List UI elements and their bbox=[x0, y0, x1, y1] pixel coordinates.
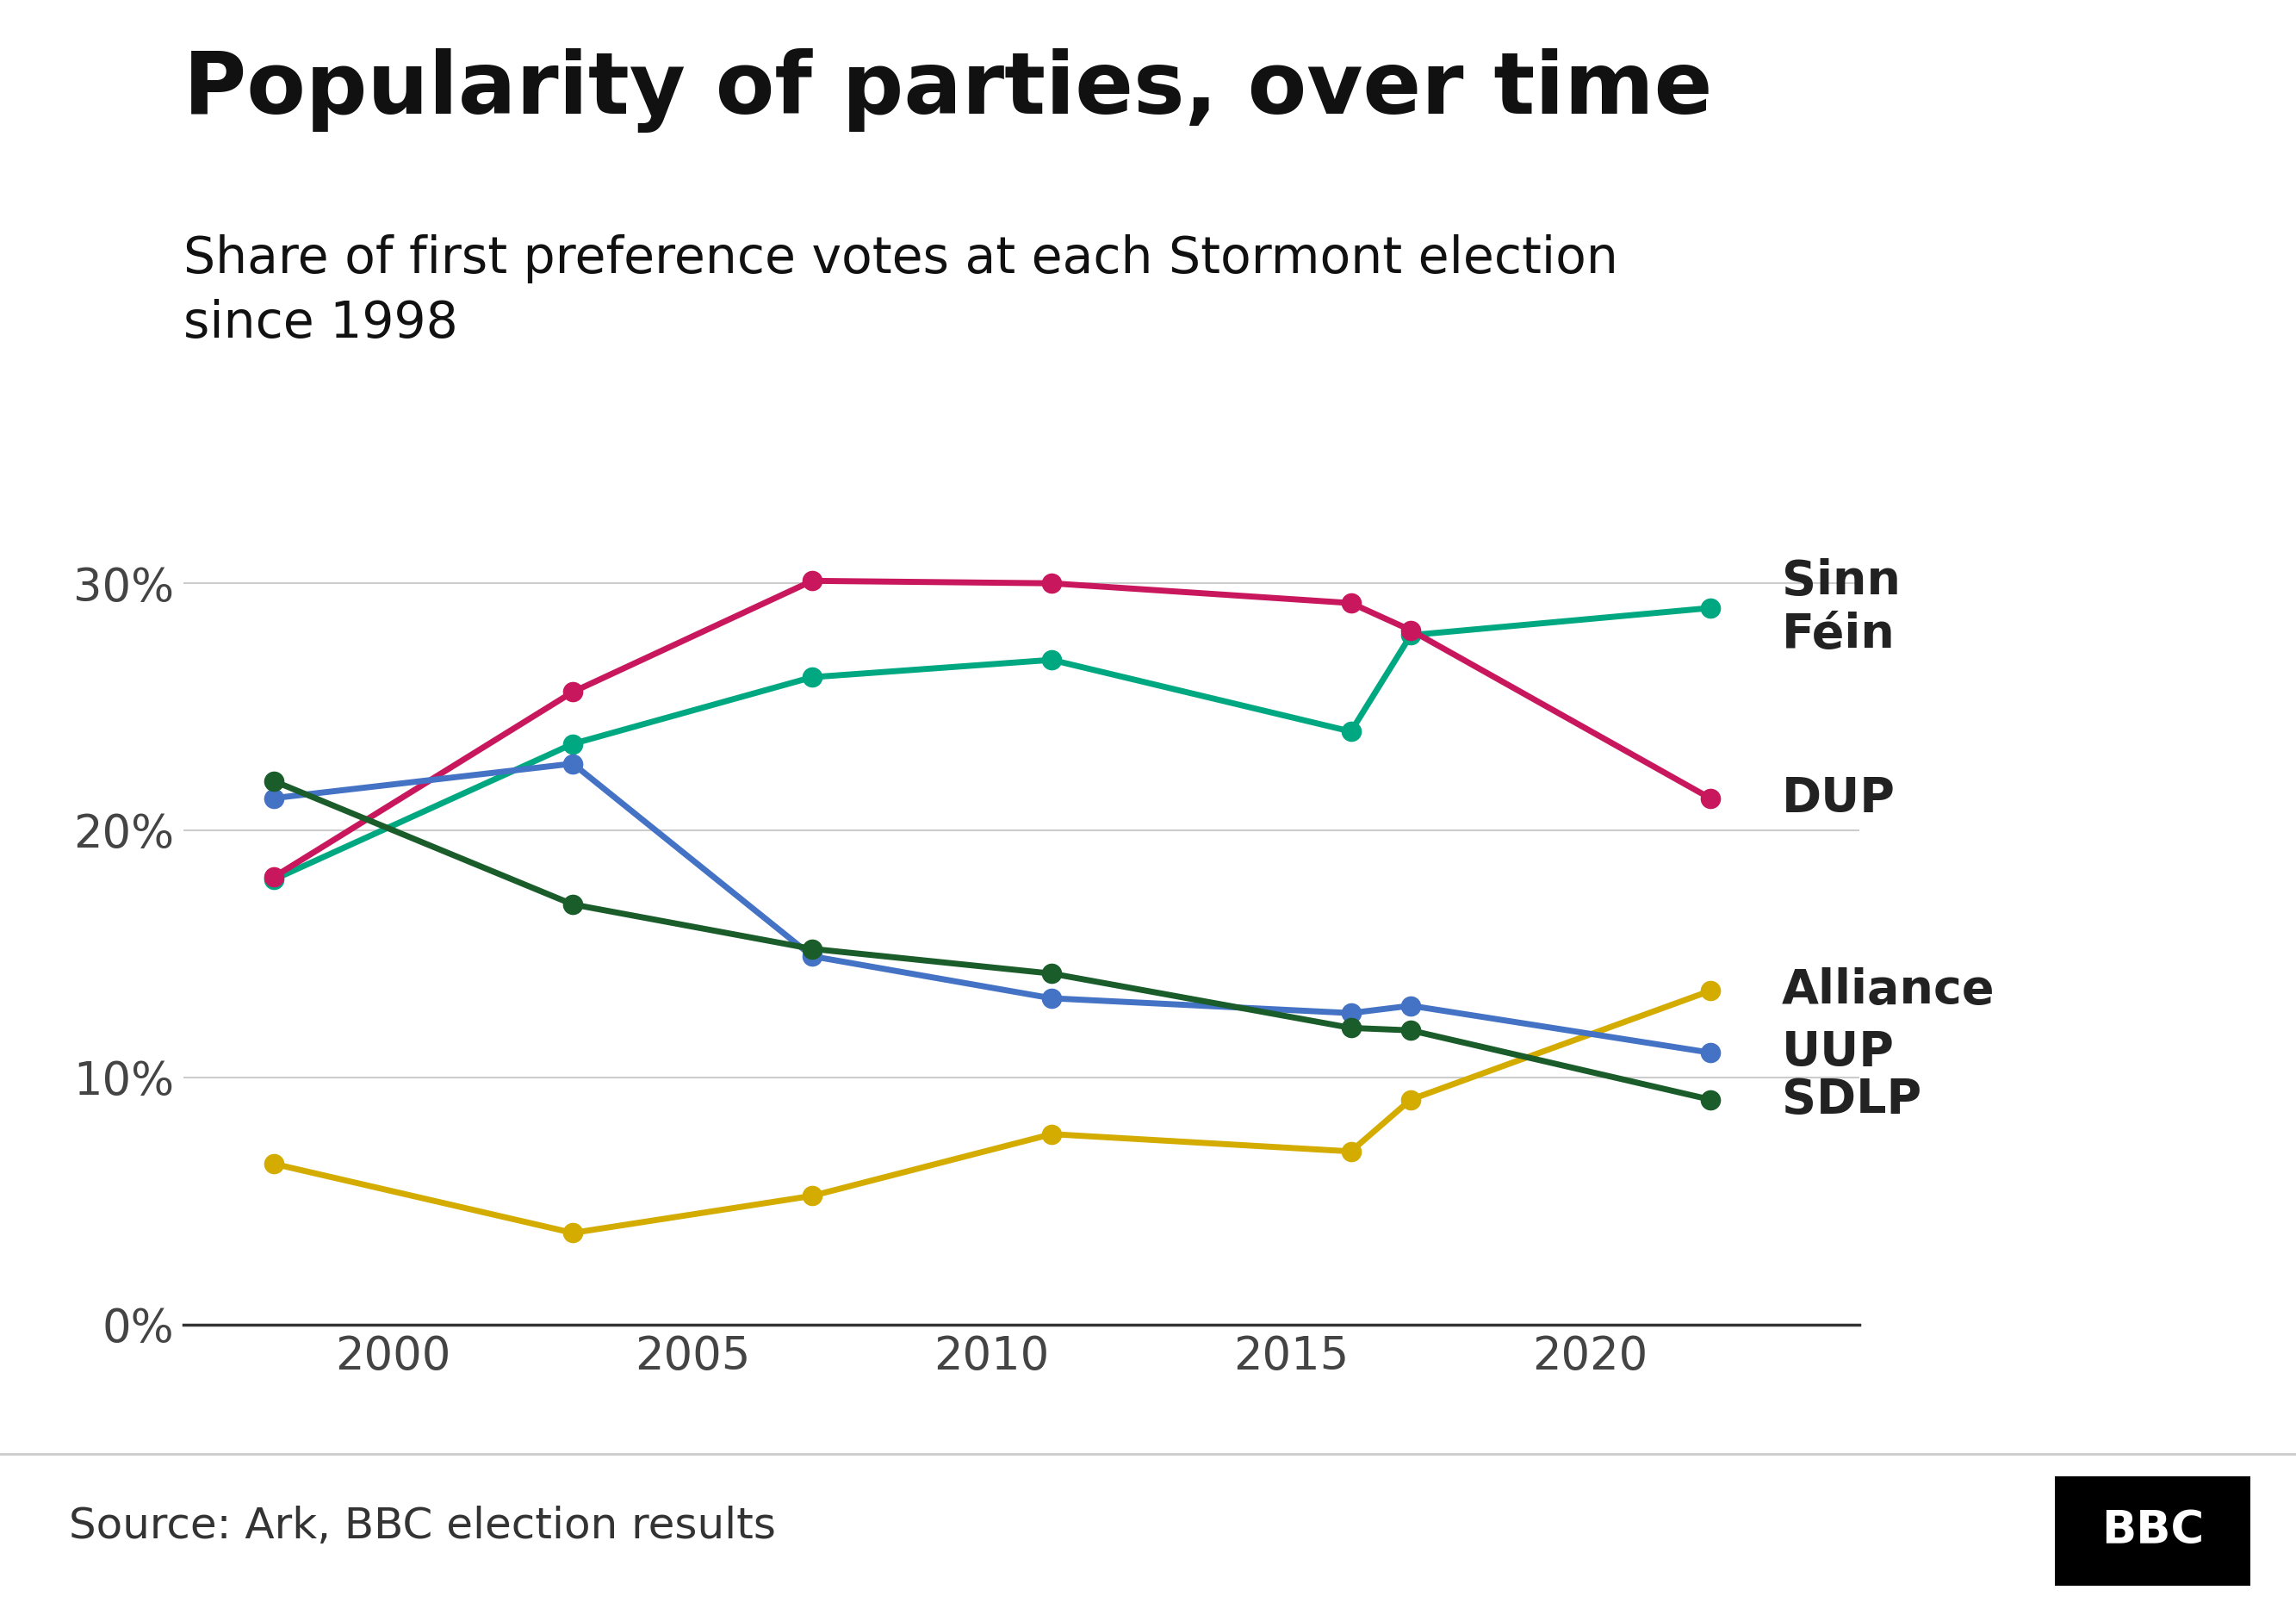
Text: DUP: DUP bbox=[1782, 775, 1896, 822]
Text: Sinn
Féin: Sinn Féin bbox=[1782, 557, 1901, 659]
Text: Alliance: Alliance bbox=[1782, 967, 1995, 1014]
Text: UUP: UUP bbox=[1782, 1029, 1894, 1076]
Text: Source: Ark, BBC election results: Source: Ark, BBC election results bbox=[69, 1505, 776, 1547]
Text: BBC: BBC bbox=[2101, 1508, 2204, 1554]
Text: Popularity of parties, over time: Popularity of parties, over time bbox=[184, 48, 1713, 132]
Text: Share of first preference votes at each Stormont election
since 1998: Share of first preference votes at each … bbox=[184, 234, 1619, 347]
Text: SDLP: SDLP bbox=[1782, 1076, 1922, 1122]
